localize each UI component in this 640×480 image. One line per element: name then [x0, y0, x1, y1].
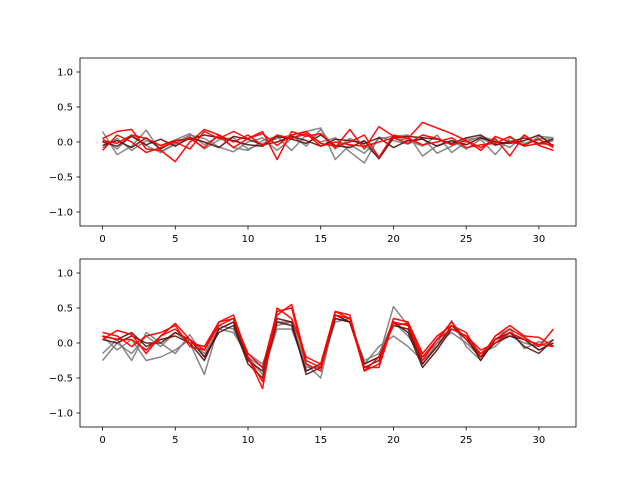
bottom-y-tick-label-4: 1.0 [57, 269, 73, 280]
bottom-y-tick-label-1: −0.5 [49, 374, 73, 385]
bottom-x-tick-label-4: 20 [387, 435, 400, 446]
bottom-series-line-7 [102, 307, 554, 372]
top-x-tick-label-4: 20 [387, 234, 400, 245]
bottom-series-line-5 [102, 307, 554, 390]
top-x-tick-label-2: 10 [242, 234, 255, 245]
chart-panel-top: 0 5 10 15 20 25 30 −1.0 −0.5 0.0 0.5 1.0 [49, 57, 577, 245]
top-y-tick-label-0: −1.0 [49, 208, 73, 219]
bottom-x-tick-label-0: 0 [99, 435, 105, 446]
bottom-x-tick-label-1: 5 [172, 435, 178, 446]
top-y-tick-label-4: 1.0 [57, 68, 73, 79]
top-x-tick-label-1: 5 [172, 234, 178, 245]
chart-panel-bottom: 0 5 10 15 20 25 30 −1.0 −0.5 0.0 0.5 1.0 [49, 258, 577, 446]
bottom-series-group [101, 303, 555, 390]
bottom-y-tick-label-2: 0.0 [57, 339, 73, 350]
bottom-x-tick-label-2: 10 [242, 435, 255, 446]
top-x-tick-label-0: 0 [99, 234, 105, 245]
top-y-tick-label-1: −0.5 [49, 173, 73, 184]
bottom-x-tick-label-5: 25 [460, 435, 473, 446]
top-series-group [101, 121, 554, 164]
bottom-y-tick-label-0: −1.0 [49, 409, 73, 420]
bottom-x-tick-label-6: 30 [533, 435, 546, 446]
bottom-y-tick-label-3: 0.5 [57, 304, 73, 315]
top-x-tick-label-6: 30 [533, 234, 546, 245]
bottom-x-tick-label-3: 15 [314, 435, 327, 446]
top-series-line-7 [102, 132, 554, 152]
top-x-tick-label-5: 25 [460, 234, 473, 245]
top-x-tick-label-3: 15 [314, 234, 327, 245]
top-series-line-5 [102, 121, 554, 163]
top-series-line-4 [102, 134, 554, 149]
top-y-tick-label-2: 0.0 [57, 138, 73, 149]
top-y-tick-label-3: 0.5 [57, 103, 73, 114]
